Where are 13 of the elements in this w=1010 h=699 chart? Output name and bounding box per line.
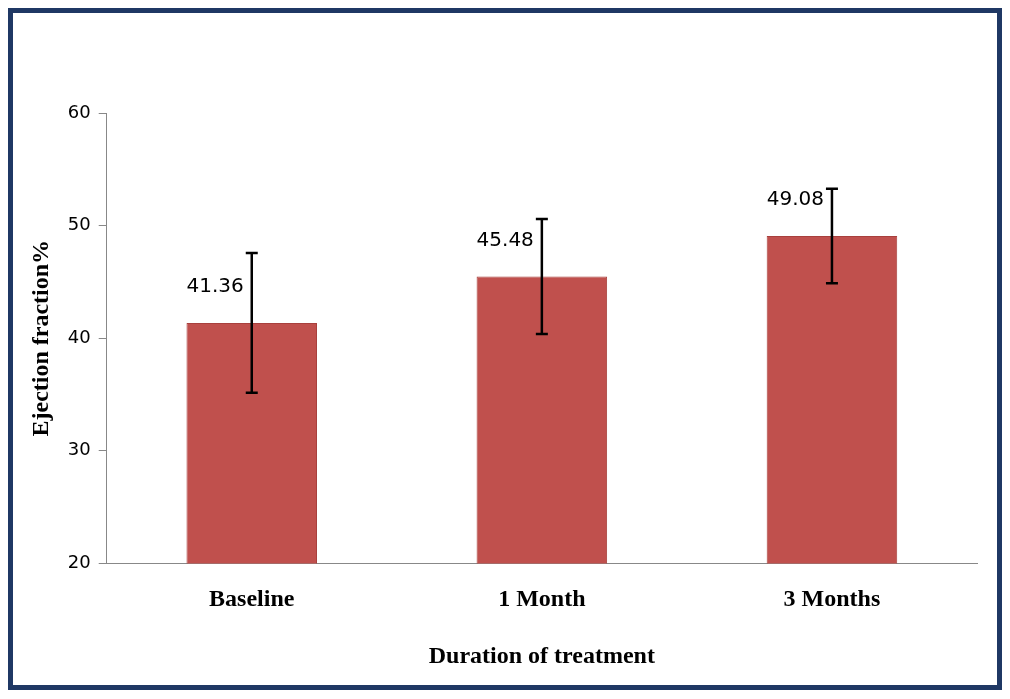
y-tick-label: 30: [67, 438, 91, 460]
x-axis-title: Duration of treatment: [428, 641, 655, 668]
x-tick-label: Baseline: [209, 585, 295, 611]
data-label: 41.36: [186, 273, 244, 298]
y-tick-label: 60: [67, 100, 91, 122]
y-axis-title: Ejection fraction%: [26, 239, 53, 437]
y-tick-label: 50: [67, 213, 91, 235]
x-tick-label: 3 Months: [783, 585, 881, 611]
data-label: 49.08: [766, 186, 824, 211]
y-tick-label: 40: [67, 325, 91, 347]
y-tick-label: 20: [67, 551, 91, 573]
x-tick-label: 1 Month: [498, 585, 586, 611]
data-label: 45.48: [476, 226, 534, 251]
